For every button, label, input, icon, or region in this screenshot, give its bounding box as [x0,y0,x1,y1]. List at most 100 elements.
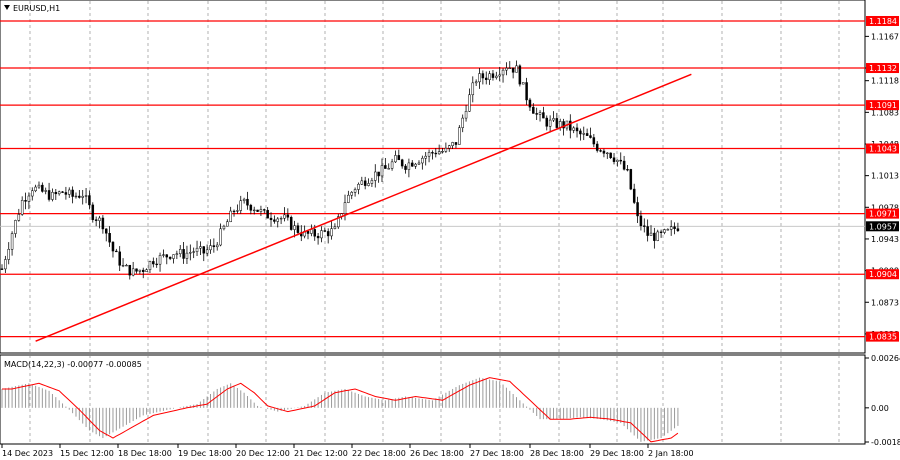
candle-body [115,250,118,253]
candle-body [296,225,300,233]
candle-body [626,169,629,171]
candle-body [629,169,633,190]
candle-body [104,228,108,234]
candle-body [619,159,622,162]
macd-tick-label: 0.00 [871,404,889,413]
candle-body [0,268,4,270]
level-tag [866,63,899,74]
candle-body [471,82,475,96]
candle-body [400,159,404,167]
candle-body [320,230,323,239]
candle-body [495,75,498,78]
candle-body [71,189,74,197]
candle-body [659,231,663,233]
candle-body [269,217,273,221]
candle-body [518,65,522,85]
candle-body [232,210,236,213]
candle-body [64,192,68,195]
candle-body [162,254,165,256]
candle-body [172,254,175,259]
candle-body [316,235,320,239]
candle-body [192,251,195,253]
candle-body [337,216,340,228]
candle-body [239,200,243,211]
price-tick-label: 1.0943 [871,235,899,244]
candle-body [673,226,676,229]
candle-body [323,230,327,232]
candle-body [377,171,380,177]
time-tick-label: 18 Dec 18:00 [118,449,172,458]
candle-body [555,118,559,128]
price-tick-label: 1.0873 [871,298,899,307]
level-tag-label: 1.0971 [869,210,897,219]
candle-body [20,200,24,215]
candle-body [61,191,64,193]
candle-body [152,261,155,265]
candle-body [562,121,565,129]
level-tag [866,100,899,111]
candle-body [394,155,397,163]
candle-body [330,228,333,237]
candlesticks [0,60,680,280]
candle-body [44,190,47,192]
candle-body [663,229,666,233]
candle-body [380,165,384,177]
candle-body [273,219,276,222]
candle-body [639,215,643,227]
candle-body [121,264,125,267]
time-tick-label: 20 Dec 12:00 [236,449,290,458]
candle-body [424,155,427,159]
candle-body [138,269,142,272]
candle-body [589,135,592,138]
candle-body [528,99,532,108]
candle-body [283,214,286,219]
candle-body [195,247,199,252]
level-tag-label: 1.0835 [869,333,897,342]
candle-body [404,165,407,170]
candle-body [397,155,401,161]
candle-body [242,198,246,202]
vertical-grid [29,1,840,443]
candle-body [229,210,232,223]
candle-body [202,246,206,254]
candle-body [478,73,481,83]
candle-body [579,130,582,135]
candle-body [569,120,572,131]
candle-body [54,192,58,195]
candle-body [145,269,148,272]
candle-body [259,209,263,212]
level-price-tags: 1.1184 1.1132 1.1091 1.1043 1.0971 1.0904 1.08… [866,15,899,342]
candle-body [266,209,269,219]
candle-body [185,252,189,259]
candle-body [582,133,586,135]
candle-body [360,180,364,185]
candle-body [128,264,132,276]
candle-body [447,145,451,149]
candle-body [511,67,515,73]
symbol-label: EURUSD,H1 [13,4,60,13]
candle-body [353,189,357,193]
time-tick-label: 26 Dec 18:00 [410,449,464,458]
candle-body [532,106,535,114]
candle-body [343,202,347,214]
candle-body [350,192,353,196]
candle-body [165,254,169,258]
candle-body [88,195,91,206]
symbol-dropdown-icon[interactable] [4,5,10,10]
candle-body [599,150,602,152]
candle-body [595,143,599,151]
candle-body [374,171,377,181]
candle-body [505,67,508,71]
price-tick-label: 1.1118 [871,77,899,86]
candle-body [347,194,350,203]
candle-body [616,159,619,162]
candle-body [236,210,239,212]
candle-body [57,191,61,195]
candle-body [279,217,283,220]
candle-body [111,241,115,252]
candle-body [222,225,226,230]
candle-body [552,118,555,121]
candle-body [407,162,411,170]
candle-body [464,110,468,119]
